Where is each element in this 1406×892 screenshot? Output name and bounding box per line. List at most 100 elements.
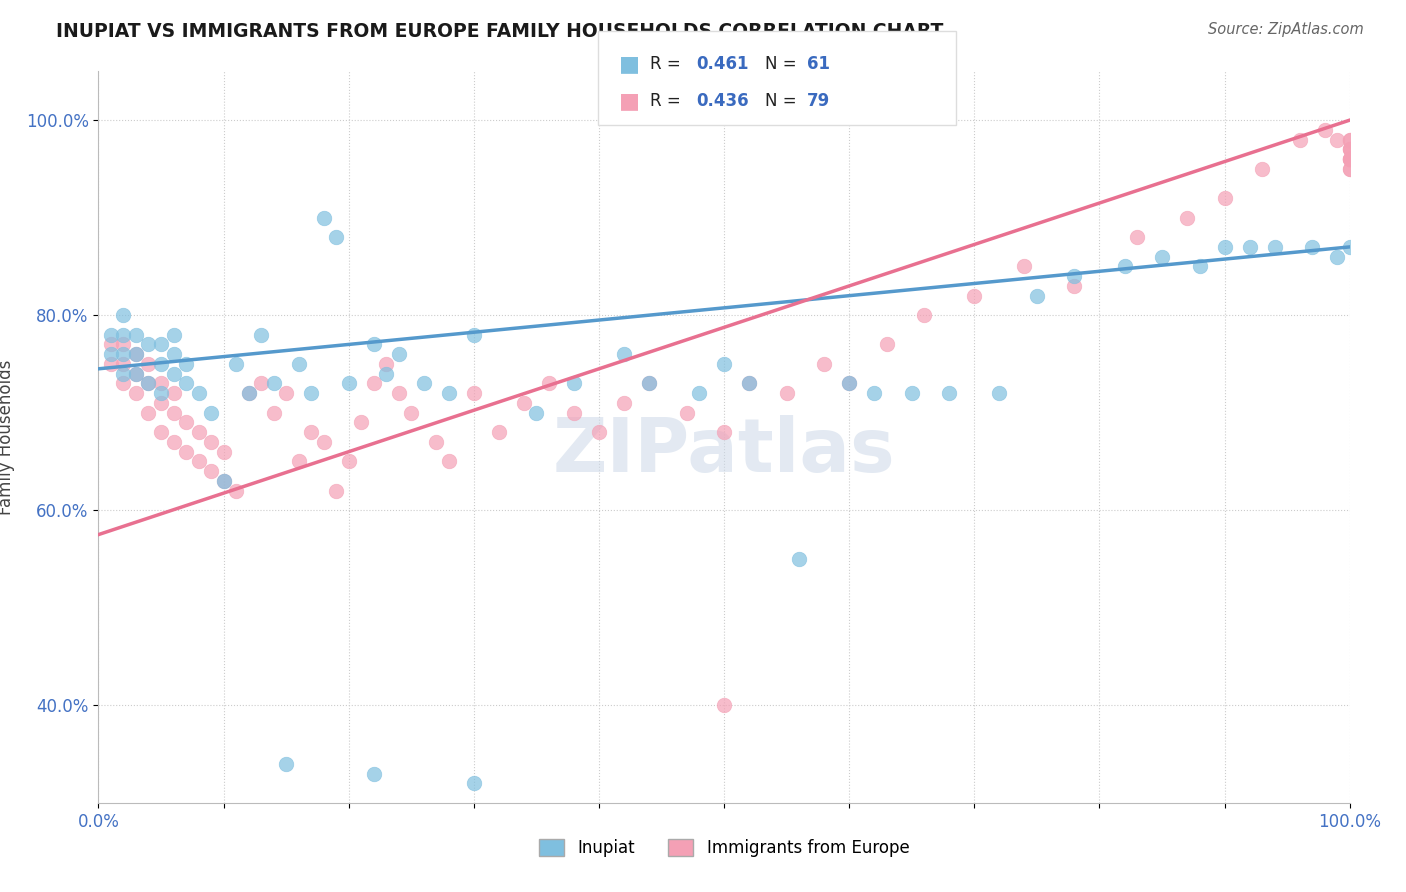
Point: [125, 347, 148, 361]
Point: [125, 386, 148, 401]
Point: [1063, 269, 1085, 284]
Text: INUPIAT VS IMMIGRANTS FROM EUROPE FAMILY HOUSEHOLDS CORRELATION CHART: INUPIAT VS IMMIGRANTS FROM EUROPE FAMILY…: [56, 22, 943, 41]
Point: [1339, 142, 1361, 156]
Point: [274, 386, 298, 401]
Point: [1339, 142, 1361, 156]
Text: 0.436: 0.436: [696, 92, 748, 110]
Point: [675, 406, 697, 420]
Point: [174, 444, 197, 458]
Point: [988, 386, 1011, 401]
Point: [150, 337, 173, 351]
Point: [1264, 240, 1286, 254]
Point: [513, 396, 536, 410]
Point: [638, 376, 661, 391]
Point: [263, 406, 285, 420]
Point: [813, 357, 835, 371]
Point: [876, 337, 898, 351]
Point: [150, 425, 173, 440]
Point: [562, 406, 585, 420]
Point: [174, 376, 197, 391]
Text: N =: N =: [765, 92, 801, 110]
Point: [1301, 240, 1323, 254]
Point: [200, 464, 222, 478]
Text: N =: N =: [765, 55, 801, 73]
Point: [638, 376, 661, 391]
Point: [1313, 123, 1336, 137]
Point: [688, 386, 710, 401]
Point: [1339, 133, 1361, 147]
Point: [312, 434, 335, 449]
Point: [1339, 152, 1361, 166]
Point: [212, 444, 235, 458]
Point: [125, 367, 148, 381]
Point: [425, 434, 447, 449]
Point: [138, 357, 160, 371]
Point: [537, 376, 560, 391]
Point: [162, 327, 184, 342]
Text: 0.461: 0.461: [696, 55, 748, 73]
Point: [1213, 191, 1236, 205]
Point: [325, 230, 347, 244]
Point: [562, 376, 585, 391]
Text: Source: ZipAtlas.com: Source: ZipAtlas.com: [1208, 22, 1364, 37]
Point: [112, 347, 135, 361]
Point: [162, 367, 184, 381]
Point: [1251, 161, 1274, 176]
Point: [1150, 250, 1173, 264]
Point: [187, 425, 209, 440]
Text: R =: R =: [650, 55, 686, 73]
Point: [463, 386, 485, 401]
Text: 61: 61: [807, 55, 830, 73]
Point: [1063, 279, 1085, 293]
Point: [388, 386, 411, 401]
Point: [250, 376, 273, 391]
Point: [437, 454, 460, 468]
Point: [150, 396, 173, 410]
Point: [112, 367, 135, 381]
Point: [238, 386, 260, 401]
Point: [1326, 250, 1348, 264]
Point: [350, 416, 373, 430]
Point: [838, 376, 860, 391]
Point: [863, 386, 886, 401]
Point: [1339, 161, 1361, 176]
Point: [162, 406, 184, 420]
Point: [274, 756, 298, 771]
Point: [125, 347, 148, 361]
Legend: Inupiat, Immigrants from Europe: Inupiat, Immigrants from Europe: [533, 832, 915, 864]
Text: ■: ■: [619, 54, 640, 74]
Point: [1339, 133, 1361, 147]
Point: [125, 327, 148, 342]
Point: [1288, 133, 1310, 147]
Point: [912, 308, 935, 322]
Y-axis label: Family Households: Family Households: [0, 359, 14, 515]
Point: [125, 367, 148, 381]
Point: [738, 376, 761, 391]
Point: [162, 386, 184, 401]
Text: ZIPatlas: ZIPatlas: [553, 415, 896, 488]
Point: [162, 347, 184, 361]
Point: [1175, 211, 1198, 225]
Point: [1014, 260, 1036, 274]
Point: [138, 376, 160, 391]
Point: [287, 357, 309, 371]
Point: [187, 454, 209, 468]
Point: [787, 552, 810, 566]
Point: [938, 386, 960, 401]
Point: [150, 376, 173, 391]
Point: [1026, 288, 1049, 302]
Point: [1339, 240, 1361, 254]
Point: [1339, 161, 1361, 176]
Point: [1326, 133, 1348, 147]
Point: [588, 425, 610, 440]
Point: [1126, 230, 1149, 244]
Point: [363, 766, 385, 780]
Point: [112, 308, 135, 322]
Point: [112, 337, 135, 351]
Point: [100, 357, 122, 371]
Point: [488, 425, 510, 440]
Point: [437, 386, 460, 401]
Point: [100, 327, 122, 342]
Point: [112, 327, 135, 342]
Point: [263, 376, 285, 391]
